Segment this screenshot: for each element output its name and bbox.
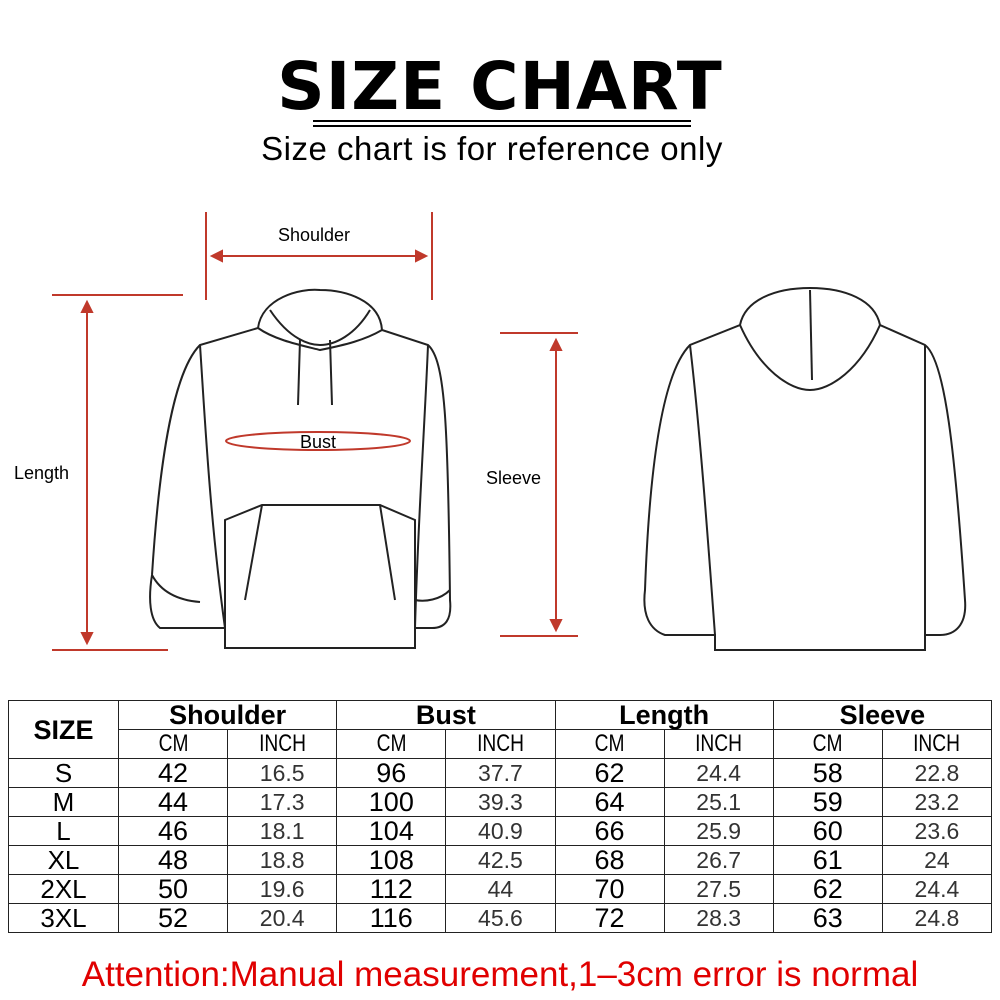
inch-cell: 37.7 xyxy=(445,758,556,788)
inch-cell: 18.8 xyxy=(227,845,338,875)
title-underline xyxy=(313,120,691,122)
table-row: 2XL 50 19.6 112 44 70 27.5 62 24.4 xyxy=(8,874,993,904)
inch-cell: 25.9 xyxy=(663,816,774,846)
cm-cell: 116 xyxy=(336,903,447,933)
cm-cell: 42 xyxy=(117,758,229,788)
cm-cell: 58 xyxy=(772,758,883,788)
inch-cell: 23.2 xyxy=(881,787,993,817)
group-header: Bust xyxy=(336,700,556,730)
cm-cell: 62 xyxy=(554,758,665,788)
unit-header: INCH xyxy=(238,729,327,759)
unit-header: CM xyxy=(129,729,218,759)
cm-cell: 52 xyxy=(117,903,229,933)
group-header: Length xyxy=(554,700,774,730)
cm-cell: 44 xyxy=(117,787,229,817)
inch-cell: 26.7 xyxy=(663,845,774,875)
group-header: Shoulder xyxy=(117,700,338,730)
unit-header: INCH xyxy=(456,729,545,759)
inch-cell: 28.3 xyxy=(663,903,774,933)
cm-cell: 96 xyxy=(336,758,447,788)
size-cell: 3XL xyxy=(8,903,119,933)
sleeve-label: Sleeve xyxy=(486,468,542,488)
inch-cell: 24.4 xyxy=(663,758,774,788)
cm-cell: 64 xyxy=(554,787,665,817)
inch-cell: 25.1 xyxy=(663,787,774,817)
hoodie-front xyxy=(149,288,452,649)
cm-cell: 50 xyxy=(117,874,229,904)
inch-cell: 16.5 xyxy=(227,758,338,788)
table-row: M 44 17.3 100 39.3 64 25.1 59 23.2 xyxy=(8,787,993,817)
hoodie-back xyxy=(643,286,967,651)
cm-cell: 62 xyxy=(772,874,883,904)
subtitle: Size chart is for reference only xyxy=(261,130,723,167)
title-underline xyxy=(313,125,691,127)
cm-cell: 104 xyxy=(336,816,447,846)
cm-cell: 48 xyxy=(117,845,229,875)
cm-cell: 46 xyxy=(117,816,229,846)
inch-cell: 22.8 xyxy=(881,758,993,788)
table-row: 3XL 52 20.4 116 45.6 72 28.3 63 24.8 xyxy=(8,903,993,933)
inch-cell: 40.9 xyxy=(445,816,556,846)
bust-label: Bust xyxy=(300,432,337,452)
cm-cell: 63 xyxy=(772,903,883,933)
unit-header: INCH xyxy=(674,729,763,759)
inch-cell: 23.6 xyxy=(881,816,993,846)
size-header: SIZE xyxy=(8,700,119,759)
cm-cell: 72 xyxy=(554,903,665,933)
page-title: SIZE CHART xyxy=(277,48,723,125)
measure-lines xyxy=(52,212,578,651)
size-cell: XL xyxy=(8,845,119,875)
unit-header: CM xyxy=(783,729,872,759)
cm-cell: 61 xyxy=(772,845,883,875)
cm-cell: 112 xyxy=(336,874,447,904)
inch-cell: 45.6 xyxy=(445,903,556,933)
table-row: L 46 18.1 104 40.9 66 25.9 60 23.6 xyxy=(8,816,993,846)
inch-cell: 27.5 xyxy=(663,874,774,904)
inch-cell: 39.3 xyxy=(445,787,556,817)
attention-note: Attention:Manual measurement,1–3cm error… xyxy=(81,955,919,994)
inch-cell: 17.3 xyxy=(227,787,338,817)
table-row: S 42 16.5 96 37.7 62 24.4 58 22.8 xyxy=(8,758,993,788)
size-cell: L xyxy=(8,816,119,846)
shoulder-label: Shoulder xyxy=(278,225,351,245)
inch-cell: 18.1 xyxy=(227,816,338,846)
size-table: SIZE Shoulder Bust Length Sleeve CM INCH C… xyxy=(8,700,993,933)
inch-cell: 19.6 xyxy=(227,874,338,904)
cm-cell: 100 xyxy=(336,787,447,817)
hoodie-diagram xyxy=(52,212,967,651)
size-cell: 2XL xyxy=(8,874,119,904)
inch-cell: 20.4 xyxy=(227,903,338,933)
unit-header: INCH xyxy=(892,729,981,759)
inch-cell: 44 xyxy=(445,874,556,904)
inch-cell: 42.5 xyxy=(445,845,556,875)
group-header: Sleeve xyxy=(772,700,993,730)
table-row: XL 48 18.8 108 42.5 68 26.7 61 24 xyxy=(8,845,993,875)
size-cell: S xyxy=(8,758,119,788)
cm-cell: 66 xyxy=(554,816,665,846)
inch-cell: 24.8 xyxy=(881,903,993,933)
cm-cell: 68 xyxy=(554,845,665,875)
unit-header: CM xyxy=(565,729,654,759)
cm-cell: 59 xyxy=(772,787,883,817)
cm-cell: 70 xyxy=(554,874,665,904)
size-cell: M xyxy=(8,787,119,817)
length-label: Length xyxy=(14,463,70,483)
inch-cell: 24 xyxy=(881,845,993,875)
cm-cell: 108 xyxy=(336,845,447,875)
unit-header: CM xyxy=(347,729,436,759)
cm-cell: 60 xyxy=(772,816,883,846)
inch-cell: 24.4 xyxy=(881,874,993,904)
